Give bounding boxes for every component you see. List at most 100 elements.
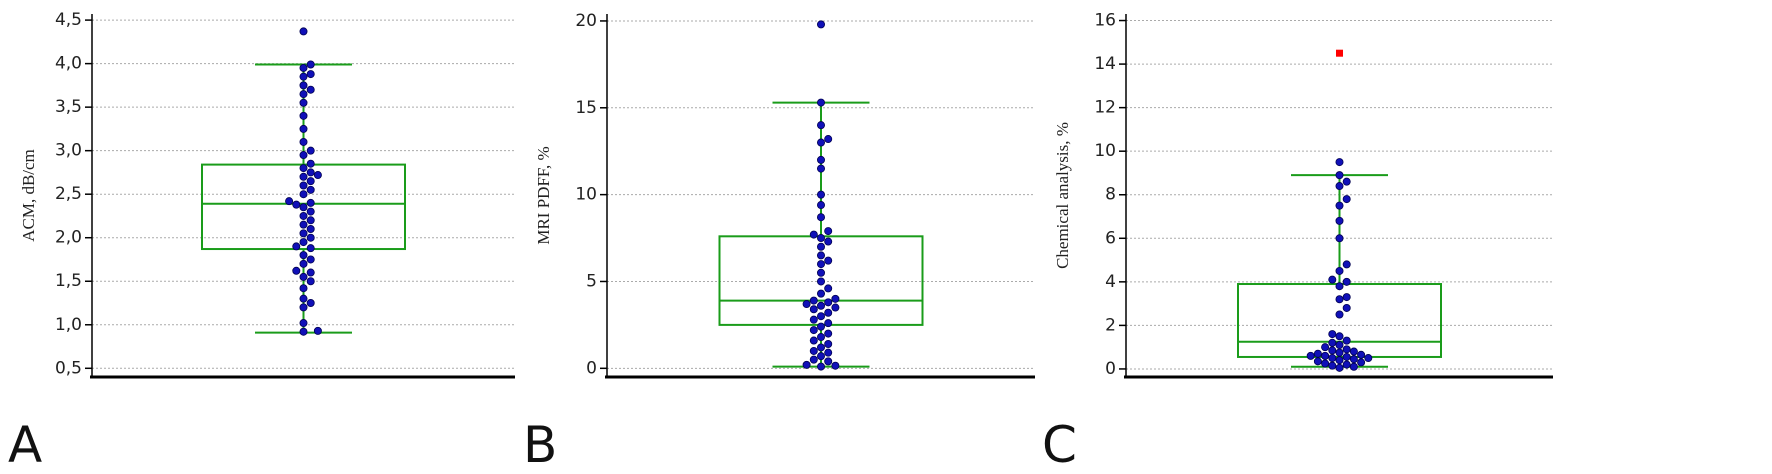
data-point	[1335, 310, 1344, 319]
data-point	[299, 151, 308, 160]
data-point	[809, 336, 818, 345]
data-point	[299, 172, 308, 181]
data-point	[1364, 354, 1373, 363]
data-point	[299, 251, 308, 260]
data-point	[1342, 345, 1351, 354]
data-point	[809, 326, 818, 335]
data-point	[306, 207, 315, 216]
data-point	[1313, 349, 1322, 358]
data-point	[1342, 336, 1351, 345]
y-tick-label: 10	[575, 185, 597, 205]
y-tick-label: 3,0	[55, 141, 82, 161]
data-point	[824, 256, 833, 265]
y-axis-label: ACM, dB/cm	[19, 149, 38, 242]
outlier	[1336, 49, 1343, 57]
data-point	[1328, 275, 1337, 284]
data-point	[817, 289, 826, 298]
data-point	[299, 124, 308, 133]
data-point	[1328, 354, 1337, 363]
data-point	[299, 164, 308, 173]
data-point	[824, 227, 833, 236]
data-point	[306, 177, 315, 186]
data-point	[1335, 340, 1344, 349]
data-point	[306, 233, 315, 242]
data-point	[1342, 195, 1351, 204]
y-tick-label: 15	[575, 98, 597, 118]
data-point	[1335, 201, 1344, 210]
y-tick-label: 14	[1094, 54, 1116, 74]
data-point	[824, 284, 833, 293]
data-point	[1342, 277, 1351, 286]
data-point	[817, 138, 826, 147]
data-point	[1342, 293, 1351, 302]
data-point	[809, 355, 818, 364]
data-point	[306, 146, 315, 155]
data-point	[306, 299, 315, 308]
data-point	[299, 203, 308, 212]
data-point	[1306, 351, 1315, 360]
y-tick-label: 0,5	[55, 358, 82, 378]
data-point	[306, 268, 315, 277]
data-point	[809, 230, 818, 239]
data-point	[831, 303, 840, 312]
data-point	[817, 121, 826, 130]
data-point	[299, 303, 308, 312]
data-point	[817, 277, 826, 286]
y-tick-label: 5	[586, 271, 597, 291]
data-point	[824, 135, 833, 144]
data-point	[809, 305, 818, 314]
data-point	[817, 268, 826, 277]
data-point	[306, 216, 315, 225]
data-point	[299, 259, 308, 268]
panel-label: B	[523, 416, 557, 474]
data-point	[1313, 357, 1322, 366]
data-point	[1357, 350, 1366, 359]
data-point	[299, 211, 308, 220]
data-point	[299, 238, 308, 247]
data-point	[306, 198, 315, 207]
data-point	[1321, 343, 1330, 352]
data-point	[1335, 348, 1344, 357]
data-point	[299, 72, 308, 81]
data-point	[306, 70, 315, 79]
y-tick-label: 2,0	[55, 228, 82, 248]
y-tick-label: 4,0	[55, 54, 82, 74]
data-point	[299, 272, 308, 281]
data-point	[299, 81, 308, 90]
data-point	[1335, 363, 1344, 372]
data-point	[817, 301, 826, 310]
data-point	[1349, 362, 1358, 371]
data-point	[1349, 347, 1358, 356]
y-tick-label: 20	[575, 11, 597, 31]
data-point	[817, 20, 826, 29]
data-point	[299, 90, 308, 99]
data-point	[824, 308, 833, 317]
data-point	[817, 312, 826, 321]
data-point	[299, 111, 308, 120]
y-axis-label: Chemical analysis, %	[1053, 122, 1072, 269]
data-point	[824, 298, 833, 307]
data-point	[306, 244, 315, 253]
data-point	[817, 190, 826, 199]
y-tick-label: 10	[1094, 141, 1116, 161]
y-tick-label: 0	[586, 358, 597, 378]
y-tick-label: 2,5	[55, 184, 82, 204]
data-point	[817, 343, 826, 352]
data-point	[299, 190, 308, 199]
data-point	[313, 171, 322, 180]
data-point	[1342, 303, 1351, 312]
data-point	[299, 284, 308, 293]
data-point	[299, 294, 308, 303]
data-point	[1335, 216, 1344, 225]
data-point	[824, 357, 833, 366]
data-point	[1335, 171, 1344, 180]
data-point	[1335, 282, 1344, 291]
data-point	[817, 260, 826, 269]
data-point	[1357, 358, 1366, 367]
data-point	[285, 197, 294, 206]
data-point	[824, 339, 833, 348]
data-point	[817, 352, 826, 361]
data-point	[1328, 338, 1337, 347]
data-point	[306, 225, 315, 234]
data-point	[1342, 360, 1351, 369]
